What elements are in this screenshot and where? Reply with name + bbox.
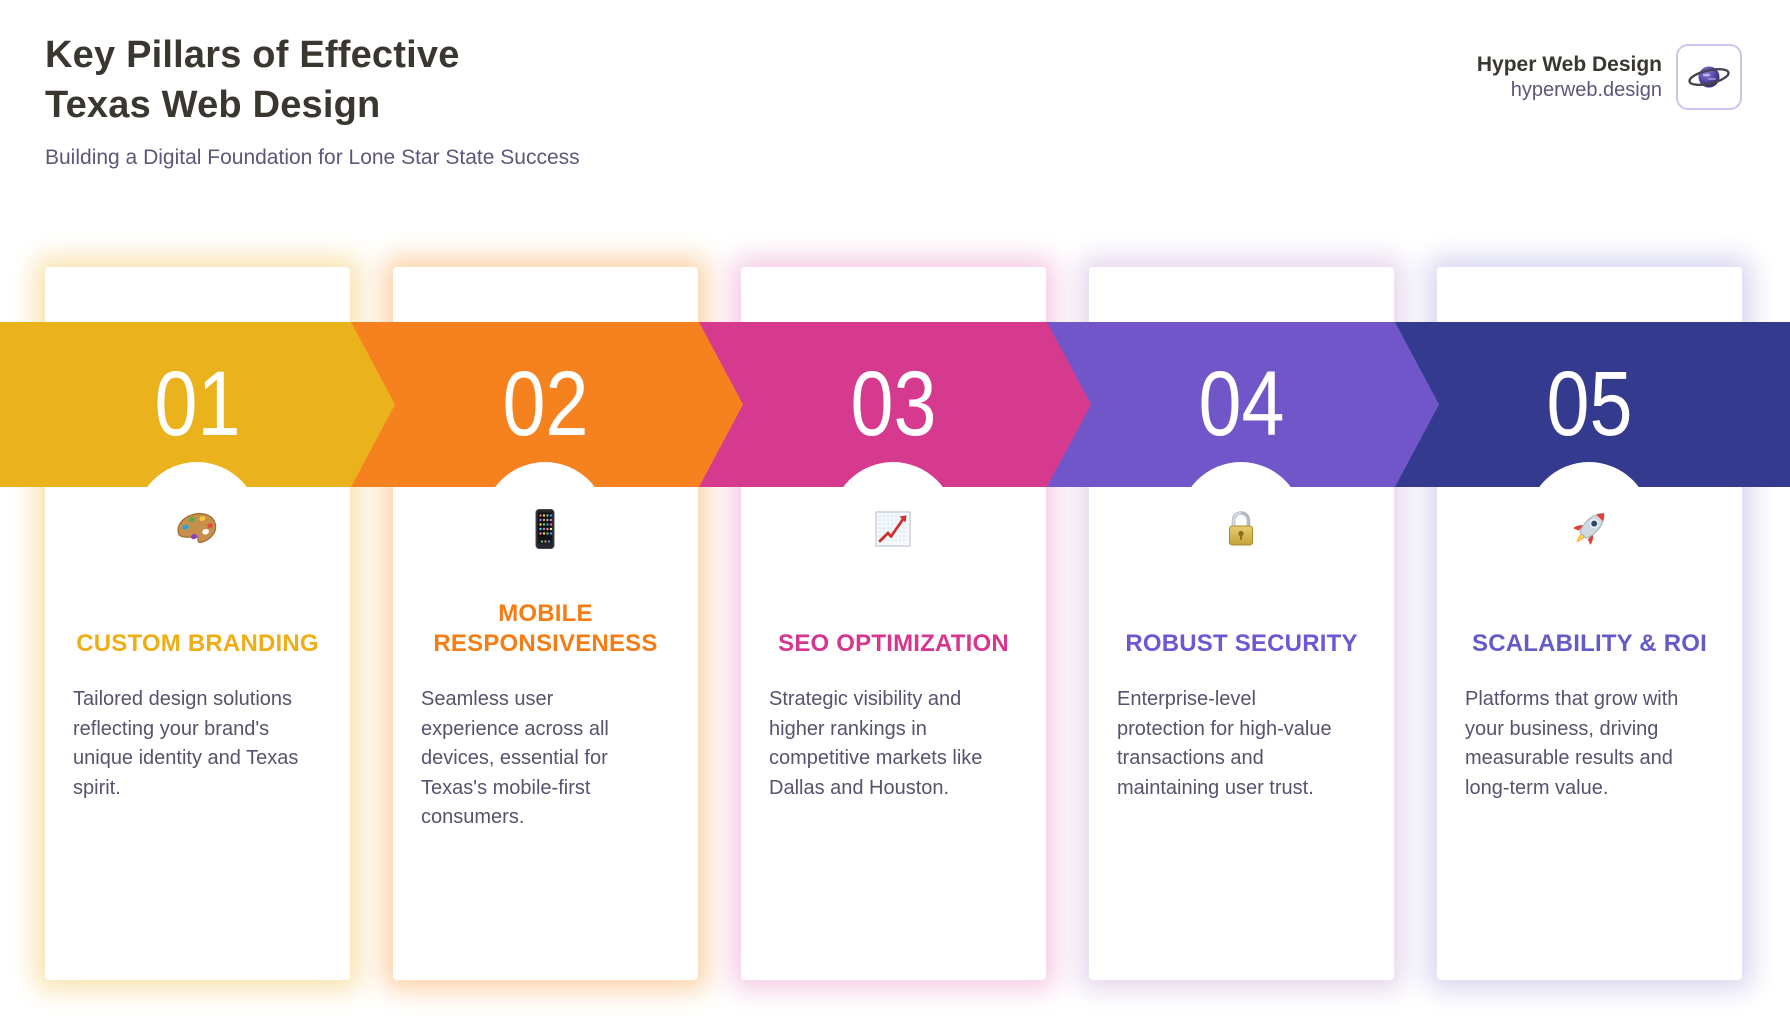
pillar-description: Platforms that grow with your business, … bbox=[1465, 688, 1679, 799]
page-title: Key Pillars of Effective Texas Web Desig… bbox=[45, 30, 460, 130]
chevron-band-05 bbox=[1395, 322, 1790, 487]
pillar-description: Seamless user experience across all devi… bbox=[421, 688, 609, 828]
pillar-number: 04 bbox=[1198, 353, 1285, 455]
pillar-number: 01 bbox=[154, 353, 241, 455]
icon-circle bbox=[135, 462, 259, 586]
chevron-band-03 bbox=[699, 322, 1091, 487]
icon-circle bbox=[1179, 462, 1303, 586]
pillar-description: Enterprise-level protection for high-val… bbox=[1117, 688, 1332, 799]
page-title-line-1: Key Pillars of Effective bbox=[45, 34, 460, 76]
brand-name: Hyper Web Design bbox=[1476, 53, 1662, 76]
chevron-band-01 bbox=[0, 322, 395, 487]
brand-domain: hyperweb.design bbox=[1510, 79, 1662, 101]
pillar-title: SCALABILITY & ROI bbox=[1472, 630, 1707, 657]
page-title-line-2: Texas Web Design bbox=[45, 84, 381, 126]
chevron-band-02 bbox=[351, 322, 743, 487]
pillar-number: 03 bbox=[850, 353, 937, 455]
mobile-phone-icon bbox=[535, 509, 555, 549]
pillar-number: 05 bbox=[1546, 353, 1633, 455]
chart-increasing-icon bbox=[875, 511, 911, 547]
ringed-planet-icon bbox=[1688, 66, 1730, 88]
brand-block: Hyper Web Design hyperweb.design bbox=[1477, 44, 1742, 110]
page-subtitle: Building a Digital Foundation for Lone S… bbox=[45, 146, 580, 169]
rocket-icon bbox=[1573, 513, 1605, 545]
pillar-number: 02 bbox=[502, 353, 589, 455]
brand-text: Hyper Web Design hyperweb.design bbox=[1477, 52, 1662, 102]
artist-palette-icon bbox=[177, 512, 217, 544]
pillar-title: ROBUST SECURITY bbox=[1125, 630, 1358, 657]
icon-circle bbox=[1527, 462, 1651, 586]
icon-circle bbox=[483, 462, 607, 586]
icon-circle bbox=[831, 462, 955, 586]
brand-logo bbox=[1676, 44, 1742, 110]
pillar-title: CUSTOM BRANDING bbox=[76, 630, 319, 657]
pillar-title: MOBILE RESPONSIVENESS bbox=[433, 600, 658, 657]
chevron-band-04 bbox=[1047, 322, 1439, 487]
pillar-title: SEO OPTIMIZATION bbox=[778, 630, 1009, 657]
pillar-description: Tailored design solutions reflecting you… bbox=[73, 688, 299, 799]
lock-icon bbox=[1229, 511, 1253, 546]
pillar-description: Strategic visibility and higher rankings… bbox=[769, 688, 983, 799]
